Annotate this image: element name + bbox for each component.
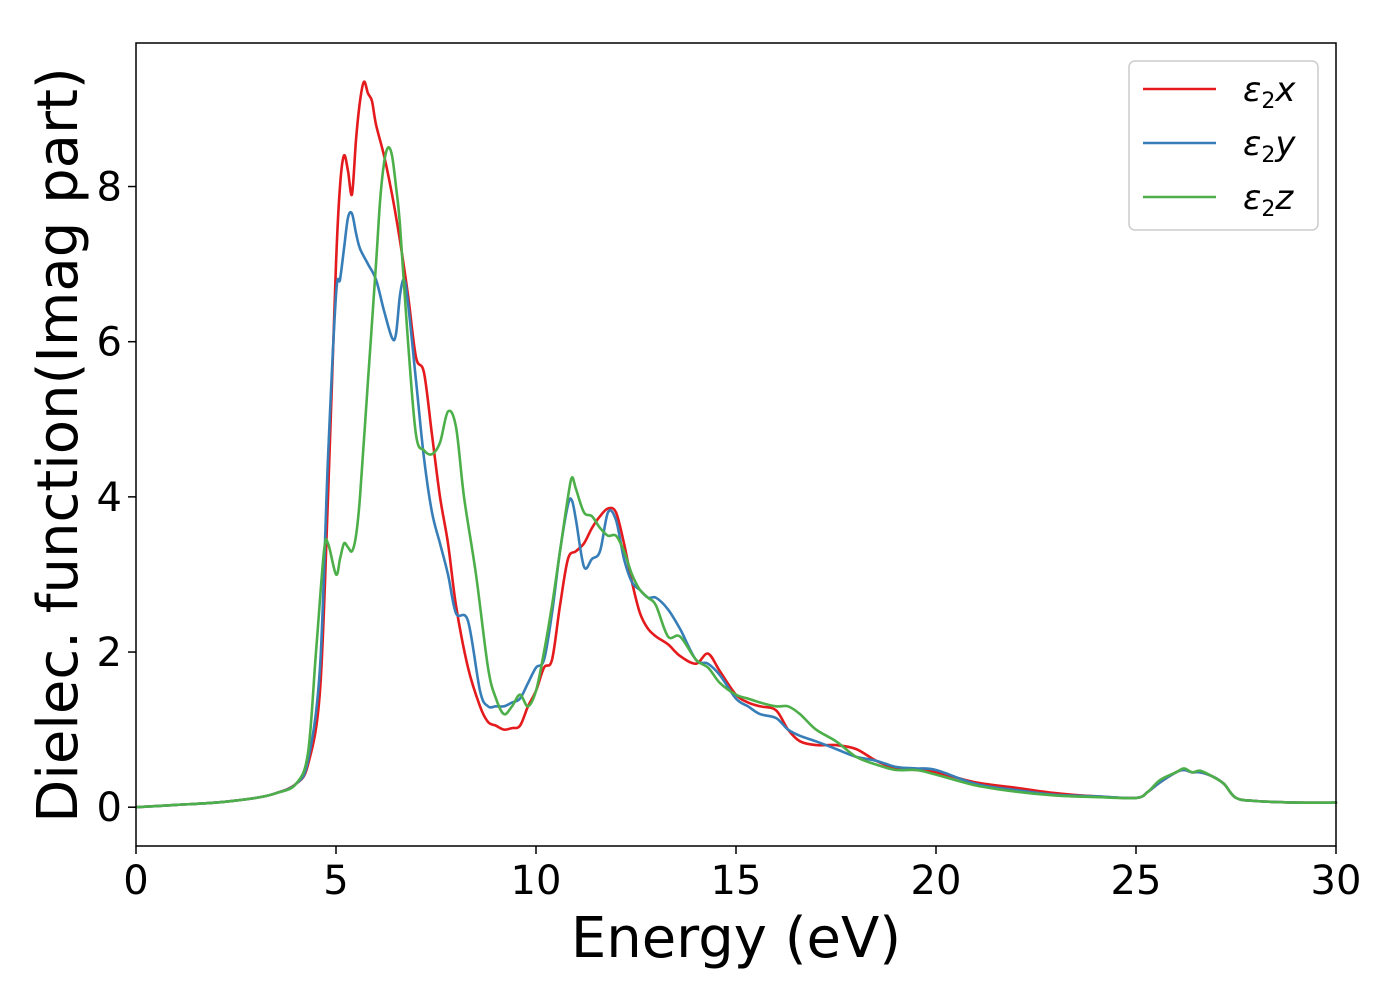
series-layer [134,80,1338,809]
x-tick-label: 10 [511,858,562,904]
y-tick-label: 2 [97,630,122,676]
x-tick-label: 0 [123,858,148,904]
y-axis-title: Dielec. function(Imag part) [26,67,91,823]
legend-items: ε2x ε2y ε2z [1143,70,1296,222]
x-tick-label: 5 [323,858,348,904]
series-line-z [134,146,1338,809]
legend-label-y: ε2y [1243,124,1296,168]
legend-box [1128,60,1319,231]
x-tick-label: 25 [1111,858,1162,904]
x-tick-label: 15 [711,858,762,904]
x-tick-label: 20 [911,858,962,904]
legend-label-z: ε2z [1243,178,1294,222]
legend-label-x: ε2x [1243,70,1296,114]
x-axis-title: Energy (eV) [571,906,901,971]
y-tick-label: 4 [97,475,122,521]
y-tick-label: 6 [97,320,122,366]
series-line-x [134,80,1338,809]
y-tick-label: 0 [97,785,122,831]
series-line-y [134,210,1338,809]
x-tick-label: 30 [1311,858,1362,904]
legend: ε2x ε2y ε2z [1128,60,1319,231]
y-ticks: 0 2 4 6 8 [97,165,136,831]
y-tick-label: 8 [97,165,122,211]
x-ticks: 0 5 10 15 20 25 30 [123,846,1361,904]
